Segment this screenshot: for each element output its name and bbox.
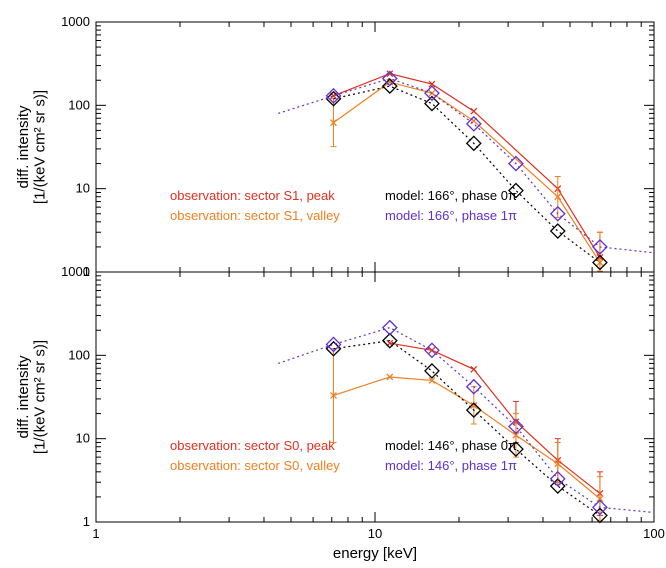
legend-entry: model: 166°, phase 0π: [385, 188, 517, 203]
chart-svg: 1 10 100 1000 diff. intensity[1/(keV cm² sr …: [0, 0, 666, 568]
series-obs-peak: [387, 340, 603, 515]
legend-entry: observation: sector S1, peak: [170, 188, 335, 203]
legend-entry: model: 146°, phase 0π: [385, 438, 517, 453]
plot-border: [96, 272, 654, 522]
ytick-label: 10: [76, 181, 90, 196]
legend-entry: observation: sector S0, valley: [170, 458, 340, 473]
legend-entry: observation: sector S0, peak: [170, 438, 335, 453]
legend-entry: observation: sector S1, valley: [170, 208, 340, 223]
panel-bottom: 1 10 100 1 10 100 1000 diff. intensity[1/(keV c…: [15, 264, 665, 562]
legend-entry: model: 166°, phase 1π: [385, 208, 517, 223]
ytick-label: 1000: [61, 264, 90, 279]
legend: observation: sector S1, peak observation:…: [170, 188, 517, 223]
ytick-label: 100: [68, 347, 90, 362]
series-model-phase1: [278, 321, 654, 515]
xaxis-label: energy [keV]: [333, 545, 417, 562]
ytick-label: 100: [68, 97, 90, 112]
legend-entry: model: 146°, phase 1π: [385, 458, 517, 473]
xtick-label: 100: [643, 526, 665, 541]
series-line: [334, 74, 600, 258]
legend: observation: sector S0, peak observation:…: [170, 438, 517, 473]
ytick-label: 1000: [61, 14, 90, 29]
series-obs-valley: [331, 349, 603, 520]
series-model-phase0: [327, 334, 607, 523]
ytick-label: 1: [83, 514, 90, 529]
series-obs-peak: [331, 71, 603, 272]
figure: 1 10 100 1000 diff. intensity[1/(keV cm² sr …: [0, 0, 666, 568]
yaxis-label: diff. intensity[1/(keV cm² sr s)]: [15, 90, 49, 204]
yaxis-label: diff. intensity[1/(keV cm² sr s)]: [15, 340, 49, 454]
series-obs-valley: [331, 79, 603, 272]
series-model-phase0: [327, 79, 607, 269]
plot-border: [96, 22, 654, 272]
xtick-label: 1: [92, 526, 99, 541]
series-line: [334, 341, 600, 516]
ytick-label: 10: [76, 431, 90, 446]
xtick-label: 10: [368, 526, 382, 541]
panel-top: 1101001000diff. intensity[1/(keV cm² sr …: [15, 14, 654, 279]
